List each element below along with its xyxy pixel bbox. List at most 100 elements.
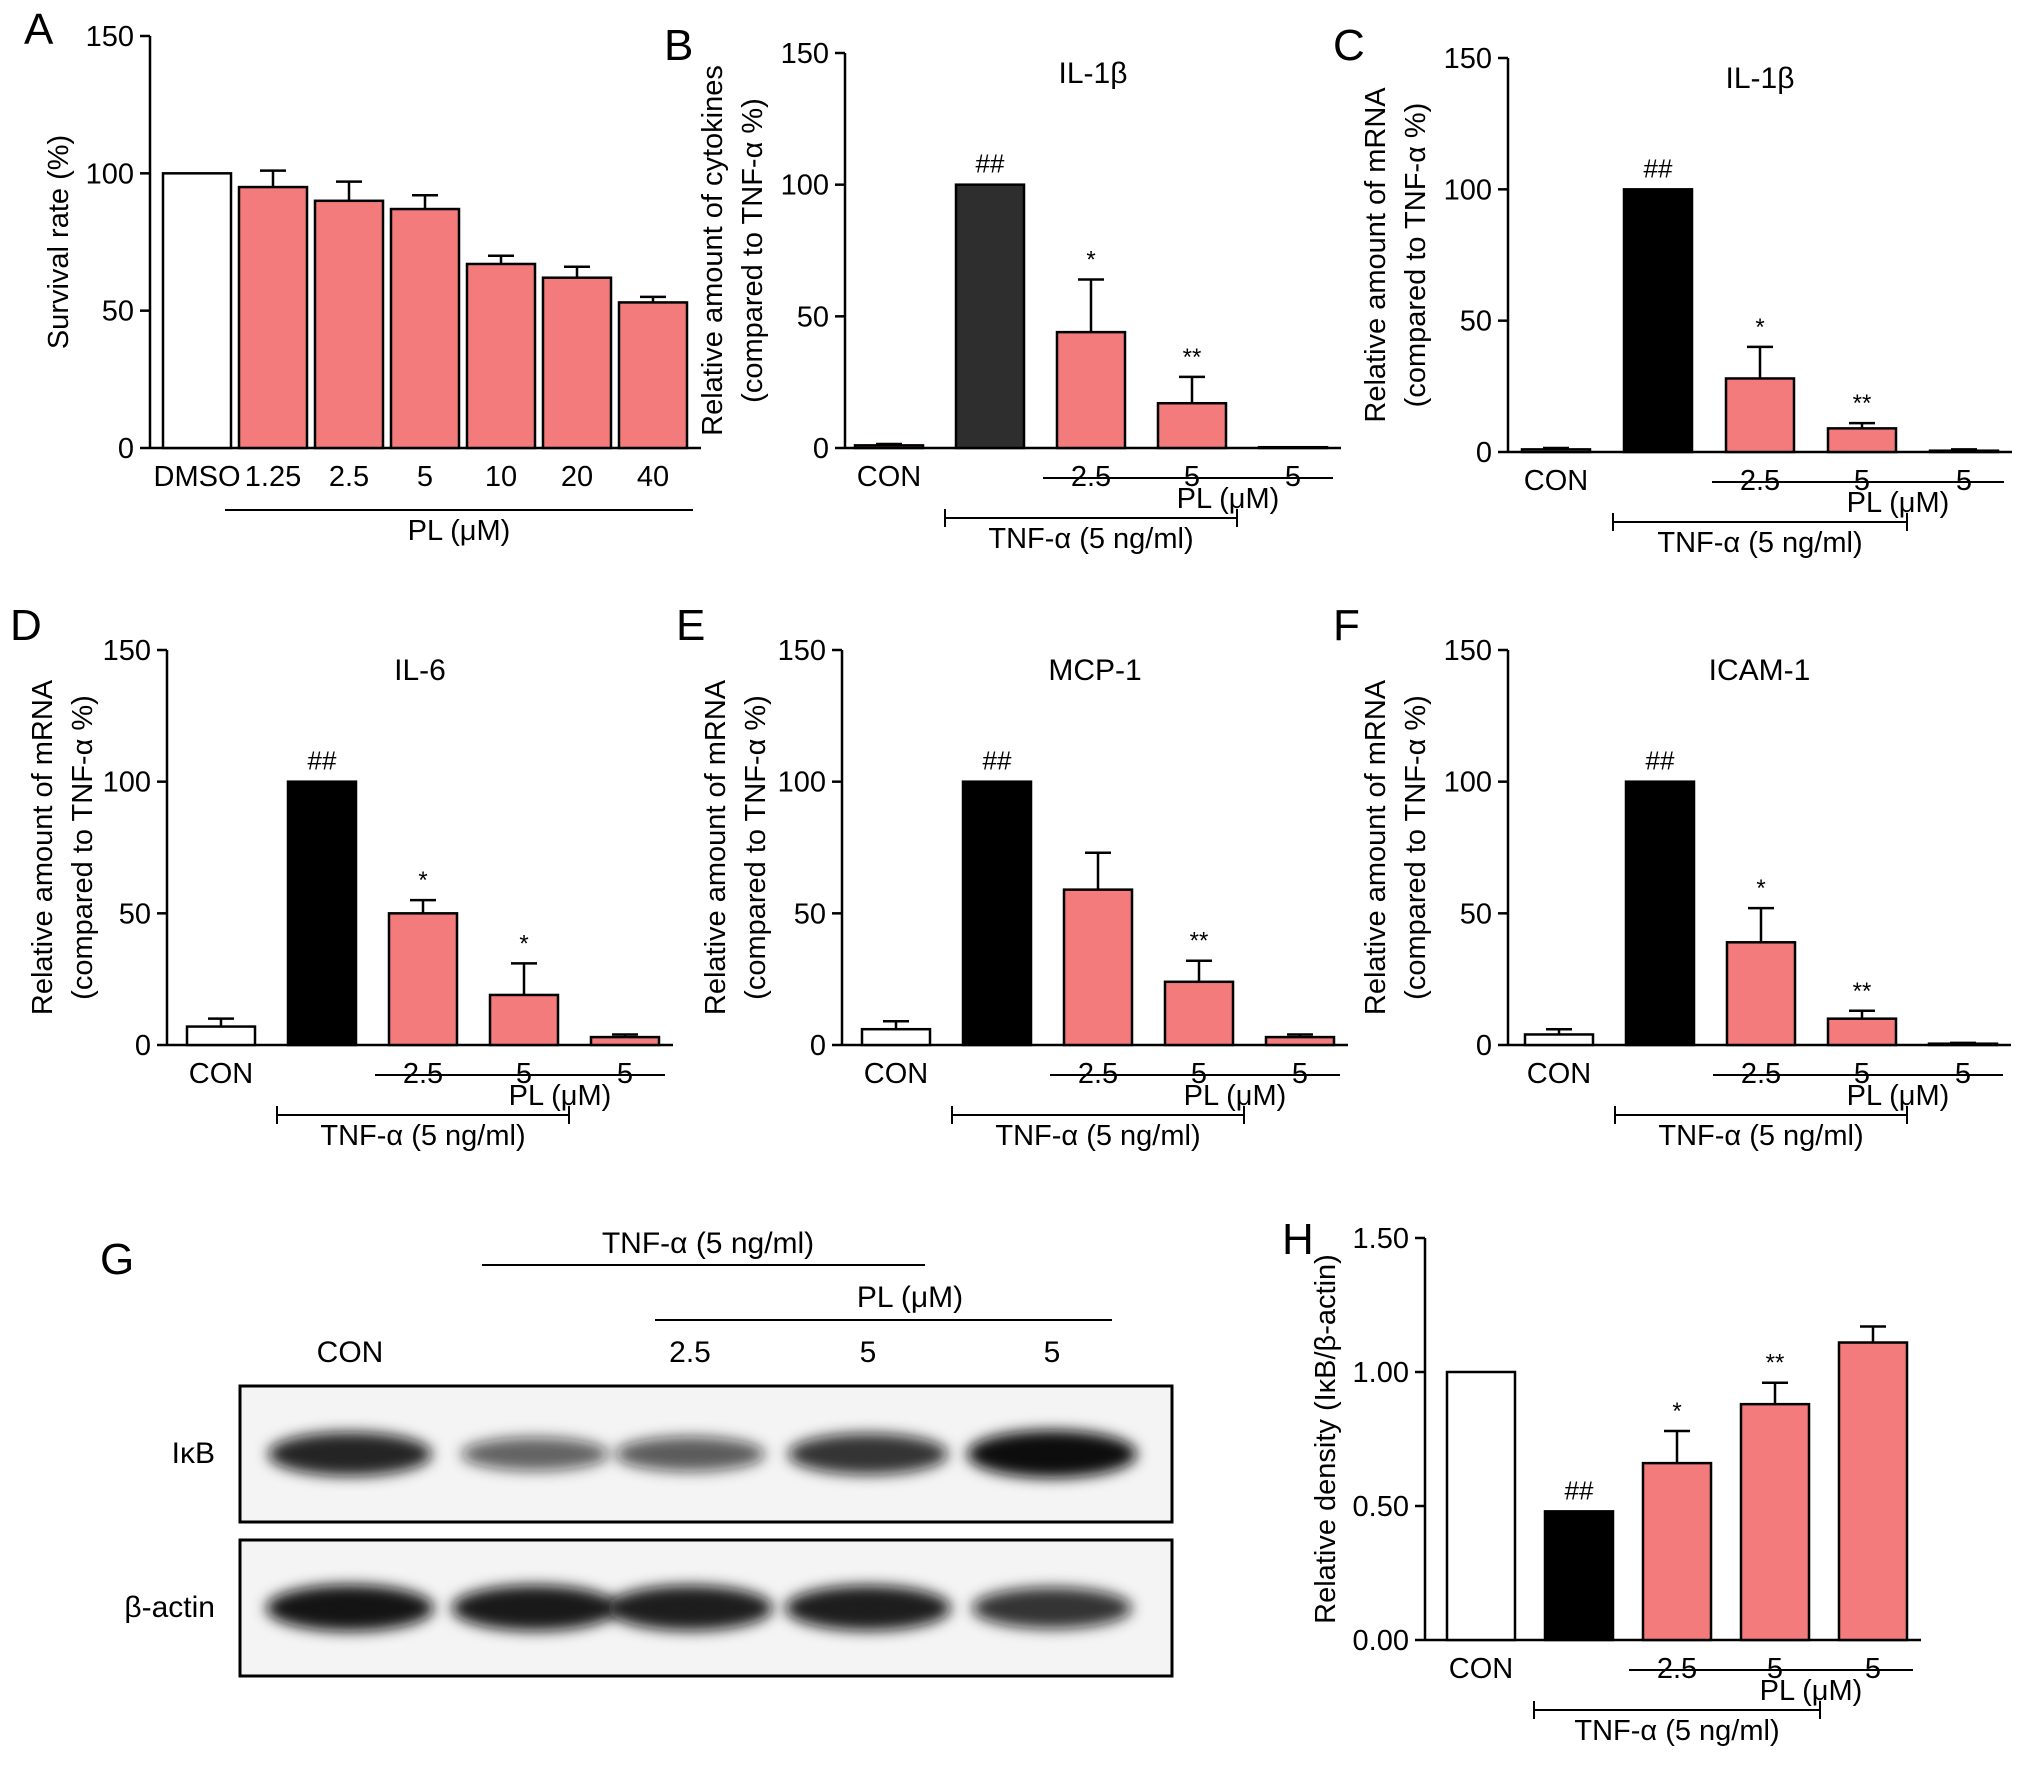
significance-mark: ** xyxy=(1853,390,1872,417)
bar-a-5 xyxy=(541,276,613,450)
chart-title: IL-6 xyxy=(394,654,446,687)
bar-c-1 xyxy=(1622,188,1694,454)
bar-e-3 xyxy=(1163,980,1235,1047)
panel-b: B 0 50 100 150 Relative amount of cytokines(… xyxy=(664,21,1341,555)
y-tick-label: 1.50 xyxy=(1353,1223,1409,1255)
y-tick-label: 0 xyxy=(813,433,829,465)
bar-c-3 xyxy=(1826,427,1898,454)
y-tick-label: 0 xyxy=(135,1030,151,1062)
panel-e: E 0 50 100 150 Relative amount of mRNA (compa… xyxy=(676,601,1348,1152)
y-tick-label: 150 xyxy=(86,21,134,53)
x-tick-label: CON xyxy=(1527,1058,1591,1090)
panel-f: F 0 50 100 150 Relative amount of mRNA (compa… xyxy=(1333,601,2011,1152)
significance-mark: ** xyxy=(1766,1350,1785,1377)
significance-mark: * xyxy=(1672,1398,1681,1425)
significance-mark: ** xyxy=(1190,928,1209,955)
y-tick-label: 50 xyxy=(794,898,826,930)
y-tick-label: 50 xyxy=(797,301,829,333)
bar-a-1 xyxy=(237,185,309,450)
bar-a-0 xyxy=(161,172,233,450)
bar-b-1 xyxy=(954,183,1026,450)
x-tick-label: CON xyxy=(1524,465,1588,497)
bar-a-6 xyxy=(617,301,689,450)
group-label: PL (μM) xyxy=(1760,1675,1863,1707)
y-tick-label: 0.00 xyxy=(1353,1625,1409,1657)
y-tick-label: 0 xyxy=(1476,1030,1492,1062)
blot-band-ikb xyxy=(788,1433,948,1475)
x-tick-label: 20 xyxy=(561,461,593,493)
group-label: TNF-α (5 ng/ml) xyxy=(1657,527,1862,559)
y-tick-label: 0 xyxy=(118,433,134,465)
x-tick-label: DMSO xyxy=(154,461,241,493)
bar-b-3 xyxy=(1156,401,1228,450)
panel-a: A 0 50 100 150 Survival rate (%) DMSO 1.25 2.5 5… xyxy=(24,5,701,547)
panel-letter-g: G xyxy=(100,1235,134,1284)
x-tick-label: 5 xyxy=(417,461,433,493)
y-tick-label: 100 xyxy=(1444,767,1492,799)
x-tick-label: CON xyxy=(857,461,921,493)
group-label: TNF-α (5 ng/ml) xyxy=(988,523,1193,555)
chart-title: IL-1β xyxy=(1726,62,1795,95)
blot-band-ikb xyxy=(615,1436,765,1472)
y-tick-label: 1.00 xyxy=(1353,1357,1409,1389)
x-tick-label: 40 xyxy=(637,461,669,493)
y-axis-label-2: (compared to TNF-α %) xyxy=(737,98,769,403)
y-axis-label: Relative amount of mRNA xyxy=(27,679,59,1015)
chart-title: MCP-1 xyxy=(1048,654,1141,687)
x-tick-label: 1.25 xyxy=(245,461,301,493)
y-axis-label-2: (compared to TNF-α %) xyxy=(1400,103,1432,408)
y-tick-label: 100 xyxy=(103,767,151,799)
panel-e-plot: 0 50 100 150 Relative amount of mRNA (compare… xyxy=(700,635,1348,1152)
panel-letter-d: D xyxy=(10,601,42,650)
significance-mark: * xyxy=(1756,875,1765,902)
significance-mark: ## xyxy=(1646,746,1675,776)
bar-a-4 xyxy=(465,262,537,450)
y-axis-label: Relative amount of mRNA xyxy=(1360,87,1392,423)
x-tick-label: CON xyxy=(1449,1653,1513,1685)
blot-lane-label: 5 xyxy=(1044,1336,1061,1369)
bar-c-4 xyxy=(1928,449,2000,454)
blot-band-ikb xyxy=(967,1430,1137,1478)
y-tick-label: 100 xyxy=(86,158,134,190)
panel-c-plot: 0 50 100 150 Relative amount of mRNA (compare… xyxy=(1360,43,2012,559)
y-tick-label: 150 xyxy=(1444,635,1492,667)
y-tick-label: 100 xyxy=(1444,174,1492,206)
y-tick-label: 150 xyxy=(1444,43,1492,75)
bar-f-3 xyxy=(1826,1017,1898,1047)
bar-e-2 xyxy=(1062,888,1134,1047)
y-tick-label: 0.50 xyxy=(1353,1491,1409,1523)
significance-mark: * xyxy=(519,930,528,957)
blot-lane-labels: CON 2.5 5 5 xyxy=(317,1336,1061,1369)
panel-h-plot: 0.00 0.50 1.00 1.50 Relative density (IκB/β-… xyxy=(1310,1223,1921,1747)
blot-row-label-ikb: IκB xyxy=(172,1437,215,1470)
y-axis-label-2: (compared to TNF-α %) xyxy=(740,695,772,1000)
panel-h: H 0.00 0.50 1.00 1.50 Relative density (IκB/… xyxy=(1282,1215,1921,1747)
group-label: TNF-α (5 ng/ml) xyxy=(995,1120,1200,1152)
y-tick-label: 0 xyxy=(810,1030,826,1062)
panel-letter-f: F xyxy=(1333,601,1360,650)
blot-band-actin xyxy=(785,1585,951,1631)
y-tick-label: 150 xyxy=(781,38,829,70)
bar-b-2 xyxy=(1055,330,1127,450)
blot-pl-label: PL (μM) xyxy=(857,1281,963,1314)
group-label: PL (μM) xyxy=(408,515,511,547)
bar-h-3 xyxy=(1739,1402,1811,1642)
panel-letter-h: H xyxy=(1282,1215,1314,1264)
significance-mark: ## xyxy=(976,149,1005,179)
bar-d-0 xyxy=(185,1025,257,1047)
blot-band-ikb xyxy=(461,1437,609,1471)
bar-f-0 xyxy=(1523,1033,1595,1047)
bar-h-4 xyxy=(1837,1341,1909,1642)
panel-letter-b: B xyxy=(664,21,693,70)
blot-band-actin xyxy=(451,1585,619,1631)
blot-band-ikb xyxy=(268,1431,432,1477)
significance-mark: ** xyxy=(1183,344,1202,371)
blot-band-actin xyxy=(266,1584,434,1632)
blot-lane-label: 2.5 xyxy=(669,1336,711,1369)
bar-e-4 xyxy=(1264,1035,1336,1047)
bar-h-1 xyxy=(1543,1510,1615,1642)
group-label: PL (μM) xyxy=(1847,1080,1950,1112)
significance-mark: ## xyxy=(1565,1475,1594,1505)
bar-d-2 xyxy=(387,912,459,1047)
